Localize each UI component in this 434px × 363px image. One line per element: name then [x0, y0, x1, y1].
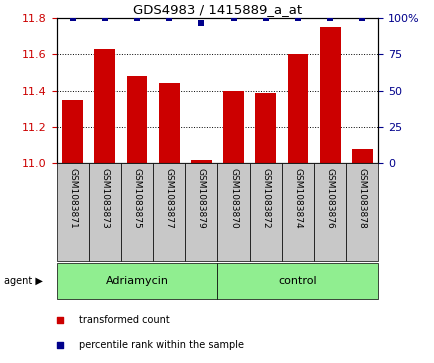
Point [262, 15, 269, 21]
Bar [121, 163, 153, 261]
Bar [255, 93, 276, 163]
Bar [94, 49, 115, 163]
Bar [223, 91, 243, 163]
Bar [281, 163, 313, 261]
Text: GSM1083879: GSM1083879 [197, 168, 205, 229]
Point [294, 15, 301, 21]
Bar [345, 163, 378, 261]
Bar [287, 54, 308, 163]
Text: Adriamycin: Adriamycin [105, 276, 168, 286]
Point [133, 15, 140, 21]
Text: control: control [278, 276, 316, 286]
Bar [191, 160, 211, 163]
Bar [313, 163, 345, 261]
Text: GSM1083873: GSM1083873 [100, 168, 109, 229]
Point [230, 15, 237, 21]
Point [101, 15, 108, 21]
Text: GSM1083872: GSM1083872 [261, 168, 270, 229]
Bar [185, 163, 217, 261]
Bar [319, 27, 340, 163]
Bar [56, 263, 217, 299]
Bar [217, 163, 249, 261]
Text: GSM1083877: GSM1083877 [164, 168, 173, 229]
Text: GSM1083874: GSM1083874 [293, 168, 302, 229]
Title: GDS4983 / 1415889_a_at: GDS4983 / 1415889_a_at [133, 3, 301, 16]
Point [197, 20, 204, 25]
Bar [351, 149, 372, 163]
Text: GSM1083876: GSM1083876 [325, 168, 334, 229]
Bar [62, 100, 83, 163]
Point [165, 15, 172, 21]
Point [358, 15, 365, 21]
Bar [56, 163, 89, 261]
Text: GSM1083875: GSM1083875 [132, 168, 141, 229]
Bar [217, 263, 378, 299]
Text: GSM1083878: GSM1083878 [357, 168, 366, 229]
Point [326, 15, 333, 21]
Bar [249, 163, 281, 261]
Bar [158, 83, 179, 163]
Text: GSM1083871: GSM1083871 [68, 168, 77, 229]
Bar [153, 163, 185, 261]
Text: GSM1083870: GSM1083870 [229, 168, 237, 229]
Point [346, 202, 353, 208]
Bar [126, 76, 147, 163]
Text: percentile rank within the sample: percentile rank within the sample [79, 340, 243, 350]
Text: transformed count: transformed count [79, 315, 170, 325]
Text: agent ▶: agent ▶ [4, 276, 43, 286]
Point [69, 15, 76, 21]
Bar [89, 163, 121, 261]
